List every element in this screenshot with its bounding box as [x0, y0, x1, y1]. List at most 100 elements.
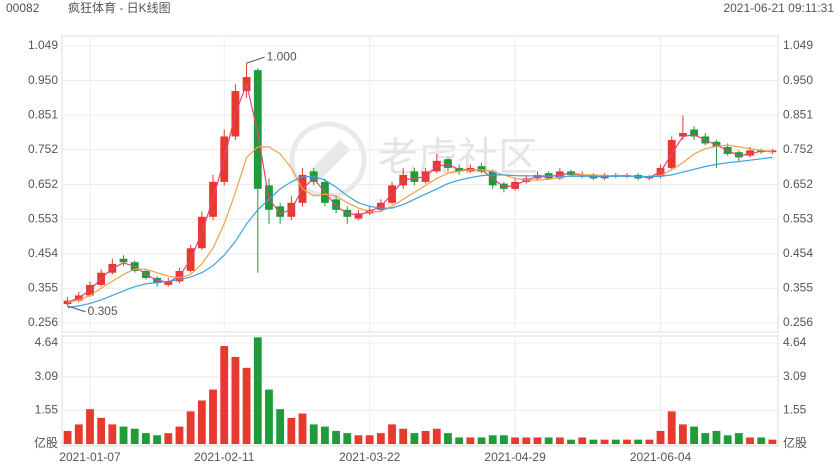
y-tick-label-right: 0.256	[783, 315, 813, 329]
volume-bar	[63, 430, 72, 444]
candle-body	[477, 166, 486, 172]
volume-bar	[690, 426, 699, 444]
y-tick-label: 0.454	[28, 246, 58, 260]
volume-bar	[768, 439, 777, 444]
candle-body	[678, 132, 687, 137]
annotation-leader	[246, 56, 265, 64]
volume-bar	[734, 433, 743, 444]
y-tick-label: 亿股	[34, 435, 58, 450]
volume-bar	[119, 426, 128, 444]
y-tick-label: 1.049	[28, 38, 58, 52]
y-tick-label-right: 0.851	[783, 107, 813, 121]
y-tick-label-right: 0.355	[783, 281, 813, 295]
volume-bar	[667, 411, 676, 444]
volume-bar	[197, 400, 206, 444]
volume-bar	[175, 426, 184, 444]
volume-bar	[242, 367, 251, 444]
timestamp: 2021-06-21 09:11:31	[723, 1, 834, 15]
volume-bar	[701, 433, 710, 444]
y-tick-label: 0.950	[28, 73, 58, 87]
chart-title: 疯狂体育 - 日K线图	[68, 0, 171, 15]
volume-bar	[298, 413, 307, 444]
ma-line	[67, 82, 773, 303]
volume-bar	[488, 435, 497, 444]
volume-panel	[61, 335, 779, 447]
y-tick-label: 0.652	[28, 177, 58, 191]
stock-code: 00082	[6, 1, 40, 15]
volume-bar	[309, 424, 318, 444]
volume-bar	[332, 430, 341, 444]
candle-body	[768, 150, 777, 153]
volume-bar	[723, 435, 732, 444]
volume-bar	[455, 437, 464, 444]
price-panel	[61, 35, 779, 333]
volume-bar	[544, 437, 553, 444]
volume-bar	[533, 437, 542, 444]
candle-body	[63, 300, 72, 305]
y-tick-label: 0.851	[28, 107, 58, 121]
annotation: 1.000	[267, 49, 297, 63]
volume-bar	[712, 430, 721, 444]
volume-bar	[209, 389, 217, 444]
y-tick-label: 0.553	[28, 211, 58, 225]
y-tick-label: 0.355	[28, 281, 58, 295]
volume-bar	[376, 433, 385, 444]
volume-bar	[645, 439, 654, 444]
x-tick-label: 2021-02-11	[194, 450, 255, 464]
y-tick-label-right: 1.049	[783, 38, 813, 52]
ma-line	[67, 156, 773, 309]
volume-bar	[746, 437, 754, 444]
volume-bar	[511, 437, 520, 444]
y-tick-label-right: 0.454	[783, 246, 813, 260]
y-tick-label-right: 1.55	[783, 402, 807, 416]
candle-body	[276, 206, 285, 217]
volume-bar	[623, 439, 631, 444]
volume-bar	[287, 417, 296, 444]
y-tick-label-right: 4.64	[783, 335, 807, 349]
volume-bar	[164, 433, 173, 444]
volume-bar	[365, 435, 374, 444]
x-tick-label: 2021-01-07	[59, 450, 121, 464]
watermark: 老虎社区	[378, 136, 538, 180]
y-tick-label: 4.64	[35, 335, 59, 349]
annotation: 0.305	[88, 304, 118, 318]
volume-bar	[477, 437, 486, 444]
volume-bar	[253, 337, 262, 444]
volume-bar	[522, 437, 531, 444]
volume-bar	[388, 424, 396, 444]
volume-bar	[231, 356, 240, 444]
y-tick-label: 1.55	[35, 402, 59, 416]
x-tick-label: 2021-06-04	[630, 450, 692, 464]
candle-body	[332, 199, 341, 210]
volume-bar	[354, 435, 363, 444]
y-tick-label-right: 3.09	[783, 369, 807, 383]
volume-bar	[141, 433, 150, 444]
y-tick-label-right: 0.752	[783, 142, 813, 156]
y-tick-label-right: 0.553	[783, 211, 813, 225]
volume-bar	[600, 439, 609, 444]
volume-bar	[343, 433, 352, 444]
volume-bar	[153, 435, 162, 444]
y-tick-label-right: 亿股	[783, 435, 807, 450]
volume-bar	[97, 417, 106, 444]
volume-bar	[130, 428, 139, 444]
y-tick-label: 3.09	[35, 369, 59, 383]
volume-bar	[567, 439, 575, 444]
volume-bar	[86, 409, 94, 444]
volume-bar	[656, 430, 665, 444]
volume-bar	[634, 439, 643, 444]
candle-body	[410, 171, 419, 182]
volume-bar	[555, 437, 564, 444]
volume-bar	[276, 409, 285, 444]
candle-body	[712, 141, 721, 147]
candle-body	[253, 70, 262, 189]
volume-bar	[499, 435, 508, 444]
volume-bar	[421, 430, 430, 444]
volume-bar	[466, 437, 475, 444]
x-tick-label: 2021-04-29	[484, 450, 546, 464]
candle-body	[119, 258, 128, 263]
candle-body	[734, 152, 743, 158]
candle-body	[444, 159, 452, 168]
volume-bar	[757, 437, 766, 444]
